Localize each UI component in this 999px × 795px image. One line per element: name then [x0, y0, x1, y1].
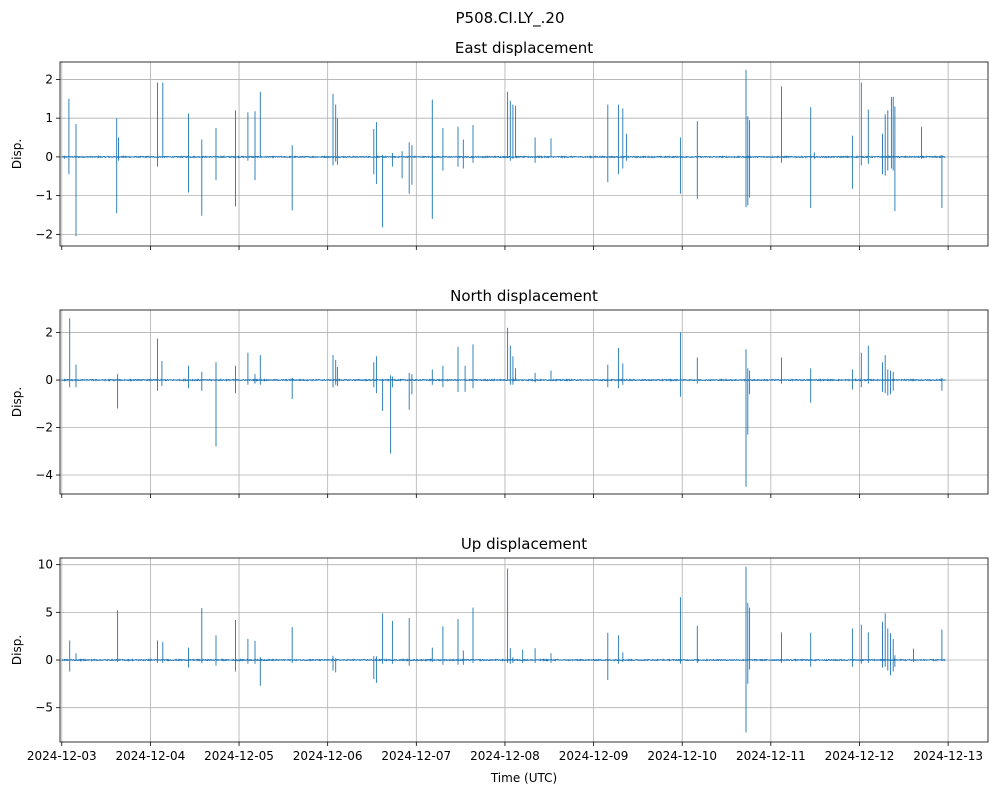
axes-frame [59, 557, 989, 743]
y-tick-label: 2 [45, 326, 53, 340]
figure-title: P508.CI.LY_.20 [456, 9, 565, 28]
x-tick-label: 2024-12-08 [470, 749, 540, 763]
x-tick-label: 2024-12-05 [204, 749, 274, 763]
displacement-series-line [61, 69, 946, 237]
x-tick-label: 2024-12-09 [559, 749, 629, 763]
y-tick-label: −2 [35, 421, 53, 435]
panel-title: North displacement [450, 287, 598, 305]
x-tick-label: 2024-12-12 [825, 749, 895, 763]
y-axis-label: Disp. [10, 387, 24, 417]
y-tick-label: −5 [35, 701, 53, 715]
x-tick-label: 2024-12-03 [27, 749, 97, 763]
panel-title: Up displacement [461, 535, 587, 553]
displacement-series-line [61, 566, 946, 733]
y-tick-label: −1 [35, 189, 53, 203]
y-tick-label: −4 [35, 468, 53, 482]
x-tick-label: 2024-12-10 [647, 749, 717, 763]
y-tick-label: 0 [45, 150, 53, 164]
x-tick-label: 2024-12-06 [293, 749, 363, 763]
y-axis-label: Disp. [10, 139, 24, 169]
y-tick-label: 0 [45, 373, 53, 387]
y-axis-label: Disp. [10, 635, 24, 665]
y-tick-label: −2 [35, 227, 53, 241]
panel-title: East displacement [455, 39, 593, 57]
panel-1: −2 −1 0 1 2 East displacement Disp. [10, 39, 989, 250]
x-axis-label: Time (UTC) [490, 771, 557, 785]
panel-2: −4 −2 0 2 North displacement Disp. [10, 287, 989, 498]
panel-3: −5 0 5 10 2024-12-03 2024-12-04 2024-12-05 2024… [10, 535, 989, 763]
y-tick-label: 5 [45, 605, 53, 619]
x-tick-label: 2024-12-13 [913, 749, 983, 763]
y-tick-label: 2 [45, 72, 53, 86]
axes-frame [59, 61, 989, 247]
displacement-series-line [61, 318, 946, 487]
y-tick-label: 0 [45, 653, 53, 667]
x-tick-label: 2024-12-07 [381, 749, 451, 763]
y-tick-label: 1 [45, 111, 53, 125]
axes-frame [59, 309, 989, 495]
y-tick-label: 10 [38, 558, 53, 572]
panels: −2 −1 0 1 2 East displacement Disp. −4 −2 0 2 North… [10, 39, 989, 763]
x-tick-label: 2024-12-11 [736, 749, 806, 763]
x-tick-label: 2024-12-04 [116, 749, 186, 763]
